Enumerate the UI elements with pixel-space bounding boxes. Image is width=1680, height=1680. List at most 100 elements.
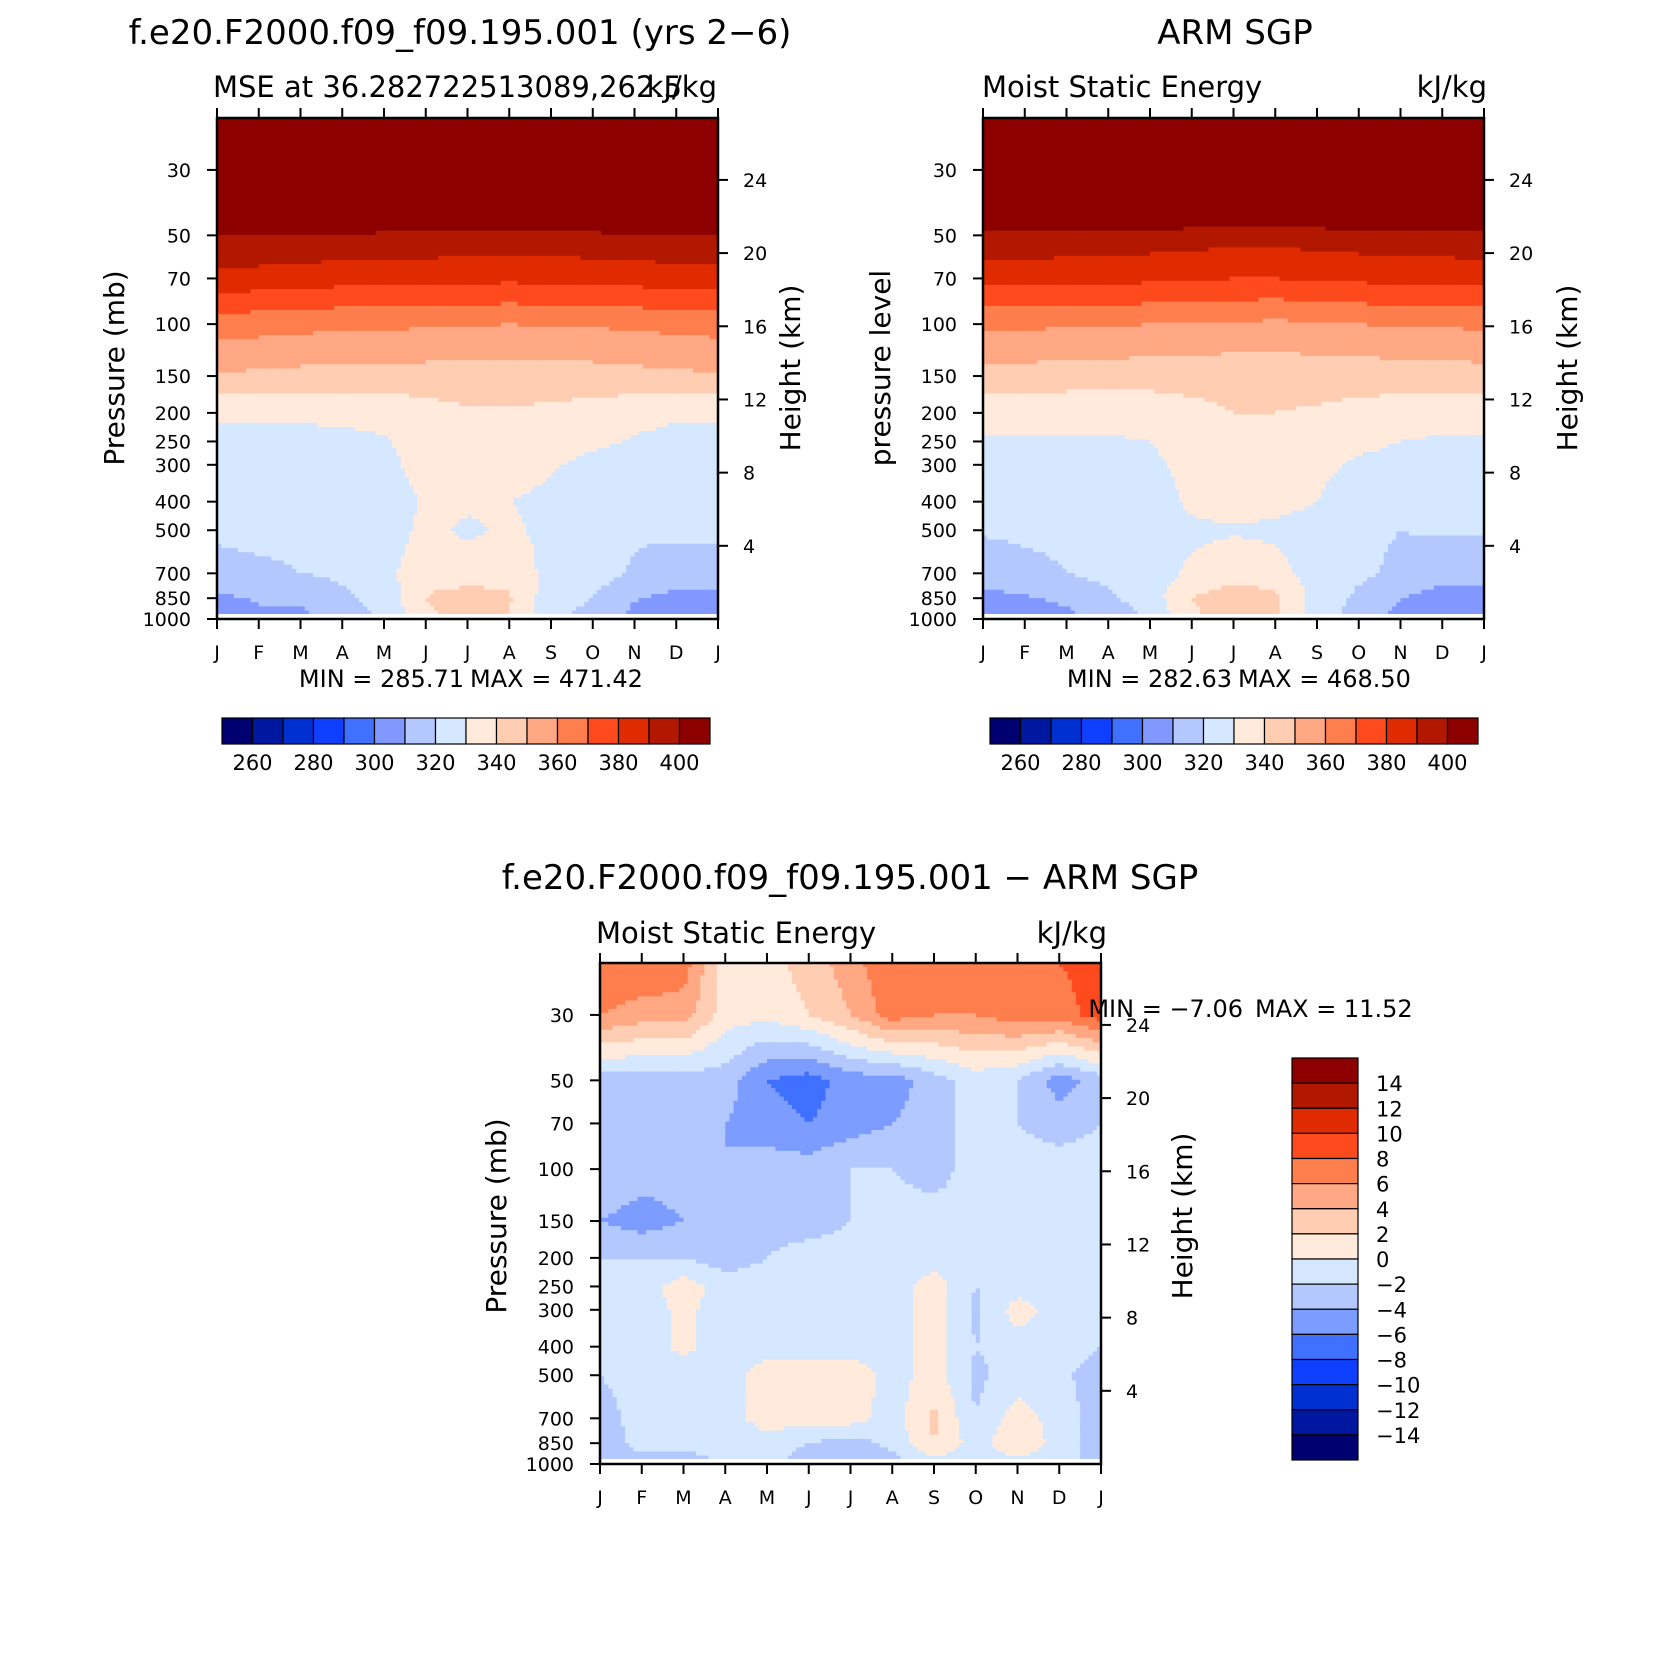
contour-cell xyxy=(538,159,544,165)
contour-cell xyxy=(530,188,535,194)
contour-cell xyxy=(563,193,569,198)
contour-cell xyxy=(592,147,598,152)
contour-cell xyxy=(446,272,452,278)
contour-cell xyxy=(409,122,414,127)
contour-cell xyxy=(262,151,268,157)
contour-cell xyxy=(551,272,556,278)
contour-cell xyxy=(409,264,414,269)
contour-cell xyxy=(505,222,510,228)
contour-cell xyxy=(621,272,627,278)
contour-cell xyxy=(254,138,260,144)
contour-cell xyxy=(279,218,285,223)
contour-cell xyxy=(262,172,268,178)
contour-cell xyxy=(333,214,339,219)
contour-cell xyxy=(363,272,368,278)
contour-cell xyxy=(534,272,540,278)
contour-cell xyxy=(596,138,602,144)
contour-cell xyxy=(659,205,665,211)
contour-cell xyxy=(229,247,235,253)
contour-cell xyxy=(287,172,293,178)
contour-cell xyxy=(275,134,281,140)
contour-cell xyxy=(509,272,515,278)
contour-cell xyxy=(663,205,669,211)
contour-cell xyxy=(538,226,544,232)
contour-cell xyxy=(258,272,264,278)
contour-cell xyxy=(580,163,585,169)
contour-cell xyxy=(250,259,256,265)
contour-cell xyxy=(354,163,360,169)
contour-cell xyxy=(392,285,398,290)
contour-cell xyxy=(404,143,410,148)
contour-cell xyxy=(342,285,348,290)
contour-cell xyxy=(672,276,677,282)
contour-cell xyxy=(350,188,356,194)
contour-cell xyxy=(350,243,356,249)
contour-cell xyxy=(421,243,427,249)
contour-cell xyxy=(233,243,239,249)
contour-cell xyxy=(517,230,523,236)
contour-cell xyxy=(676,251,682,257)
contour-cell xyxy=(296,151,302,157)
contour-cell xyxy=(450,259,456,265)
contour-cell xyxy=(488,176,494,182)
contour-cell xyxy=(346,122,352,127)
contour-cell xyxy=(246,264,251,269)
contour-cell xyxy=(262,168,268,173)
contour-cell xyxy=(605,143,611,148)
contour-cell xyxy=(271,172,277,178)
contour-cell xyxy=(605,172,611,178)
contour-cell xyxy=(271,247,277,253)
contour-cell xyxy=(242,126,247,132)
contour-cell xyxy=(350,130,356,136)
contour-cell xyxy=(233,264,239,269)
contour-cell xyxy=(596,285,602,290)
contour-cell xyxy=(517,147,523,152)
contour-cell xyxy=(321,134,327,140)
contour-cell xyxy=(296,214,302,219)
contour-cell xyxy=(667,268,673,274)
contour-cell xyxy=(571,234,577,240)
contour-cell xyxy=(392,226,398,232)
contour-cell xyxy=(546,226,552,232)
contour-cell xyxy=(229,118,235,123)
contour-cell xyxy=(538,222,544,228)
contour-cell xyxy=(229,126,235,132)
contour-cell xyxy=(292,176,297,182)
contour-cell xyxy=(459,285,464,290)
contour-cell xyxy=(601,176,606,182)
contour-cell xyxy=(267,151,272,157)
contour-cell xyxy=(388,222,393,228)
contour-cell xyxy=(242,168,247,173)
contour-cell xyxy=(692,209,698,215)
contour-cell xyxy=(576,259,581,265)
contour-cell xyxy=(246,230,251,236)
contour-cell xyxy=(446,138,452,144)
contour-cell xyxy=(576,209,581,215)
contour-cell xyxy=(609,184,615,190)
contour-cell xyxy=(384,159,389,165)
contour-cell xyxy=(605,138,611,144)
contour-cell xyxy=(705,118,711,123)
contour-cell xyxy=(242,285,247,290)
contour-cell xyxy=(371,184,377,190)
contour-cell xyxy=(463,180,469,186)
contour-cell xyxy=(663,130,669,136)
contour-cell xyxy=(605,163,611,169)
contour-cell xyxy=(571,205,577,211)
contour-cell xyxy=(480,172,485,178)
contour-cell xyxy=(450,234,456,240)
contour-cell xyxy=(492,197,498,203)
contour-cell xyxy=(342,272,348,278)
contour-cell xyxy=(275,138,281,144)
contour-cell xyxy=(471,264,477,269)
contour-cell xyxy=(438,272,444,278)
contour-cell xyxy=(659,226,665,232)
contour-cell xyxy=(379,118,385,123)
contour-cell xyxy=(287,126,293,132)
contour-cell xyxy=(325,193,331,198)
contour-cell xyxy=(379,268,385,274)
contour-cell xyxy=(534,122,540,127)
contour-cell xyxy=(221,130,226,136)
contour-cell xyxy=(471,251,477,257)
contour-cell xyxy=(571,163,577,169)
